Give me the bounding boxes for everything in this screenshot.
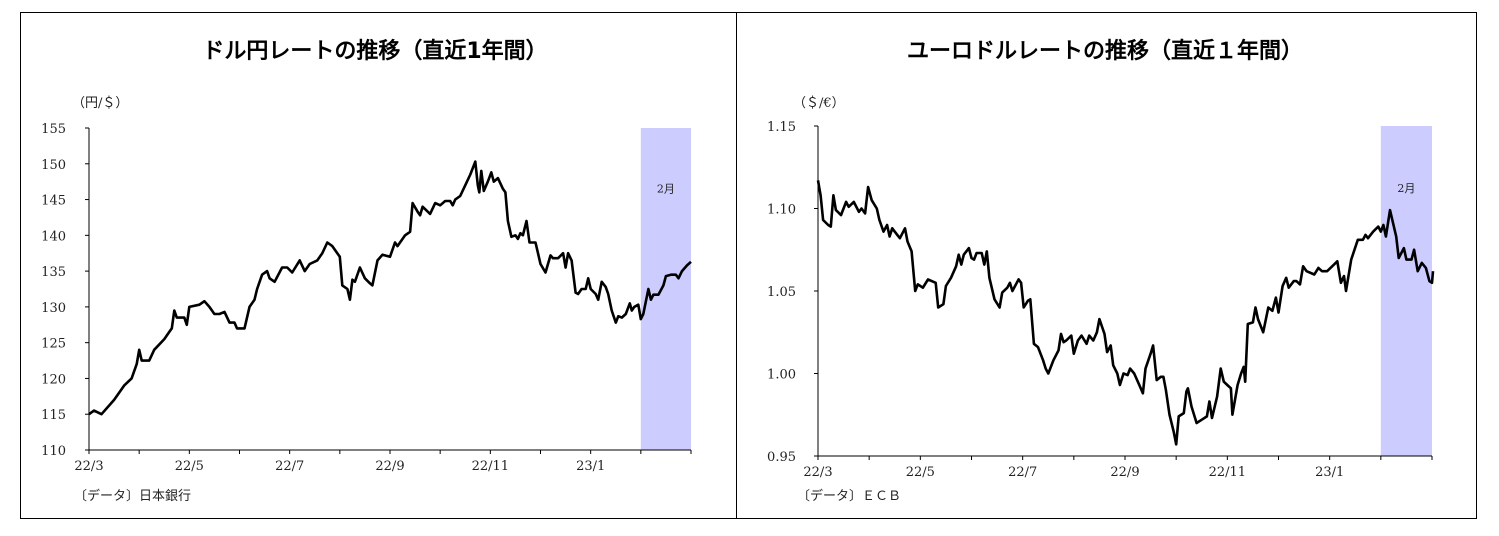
y-tick-label: 120 xyxy=(41,372,66,387)
x-tick-label: 23/1 xyxy=(1315,465,1344,480)
y-tick-label: 155 xyxy=(41,122,66,137)
y-tick-label: 135 xyxy=(41,265,66,280)
panel-divider xyxy=(736,12,737,519)
x-tick-label: 22/11 xyxy=(1209,465,1246,480)
y-tick-label: 1.05 xyxy=(767,285,796,300)
y-tick-label: 125 xyxy=(41,337,66,352)
y-tick-label: 110 xyxy=(41,444,66,459)
y-axis-unit: （＄/€） xyxy=(793,96,845,111)
y-tick-label: 1.10 xyxy=(767,203,796,218)
y-tick-label: 0.95 xyxy=(767,450,796,465)
y-axis-unit: （円/＄） xyxy=(72,96,128,111)
usdjpy-chart: 2月 ドル円レートの推移（直近1年間） （円/＄） 〔データ〕日本銀行 110 115 12… xyxy=(41,38,692,504)
x-tick-label: 22/9 xyxy=(1110,465,1139,480)
shade-label: 2月 xyxy=(1397,182,1415,195)
x-tick-label: 22/11 xyxy=(472,459,509,474)
figure-frame xyxy=(20,12,1477,519)
x-tick-label: 22/7 xyxy=(275,459,304,474)
x-tick-label: 23/1 xyxy=(576,459,605,474)
x-tick-label: 22/3 xyxy=(803,465,832,480)
x-tick-label: 22/5 xyxy=(906,465,935,480)
x-tick-label: 22/9 xyxy=(375,459,404,474)
series-line-usd-jpy xyxy=(88,160,692,416)
series-line-eur-usd xyxy=(816,180,1435,446)
y-tick-label: 1.15 xyxy=(767,120,796,135)
y-tick-label: 1.00 xyxy=(767,368,796,383)
february-shade xyxy=(1380,126,1432,456)
y-tick-label: 115 xyxy=(41,408,66,423)
x-tick-label: 22/5 xyxy=(175,459,204,474)
data-source: 〔データ〕ＥＣＢ xyxy=(797,488,901,504)
data-source: 〔データ〕日本銀行 xyxy=(74,488,191,504)
y-tick-label: 130 xyxy=(41,301,66,316)
x-tick-label: 22/7 xyxy=(1008,465,1037,480)
y-tick-label: 150 xyxy=(41,158,66,173)
shade-label: 2月 xyxy=(657,182,675,195)
chart-title: ドル円レートの推移（直近1年間） xyxy=(202,38,547,64)
y-tick-label: 145 xyxy=(41,194,66,209)
y-tick-label: 140 xyxy=(41,229,66,244)
chart-title: ユーロドルレートの推移（直近１年間） xyxy=(907,38,1303,64)
x-tick-label: 22/3 xyxy=(74,459,103,474)
